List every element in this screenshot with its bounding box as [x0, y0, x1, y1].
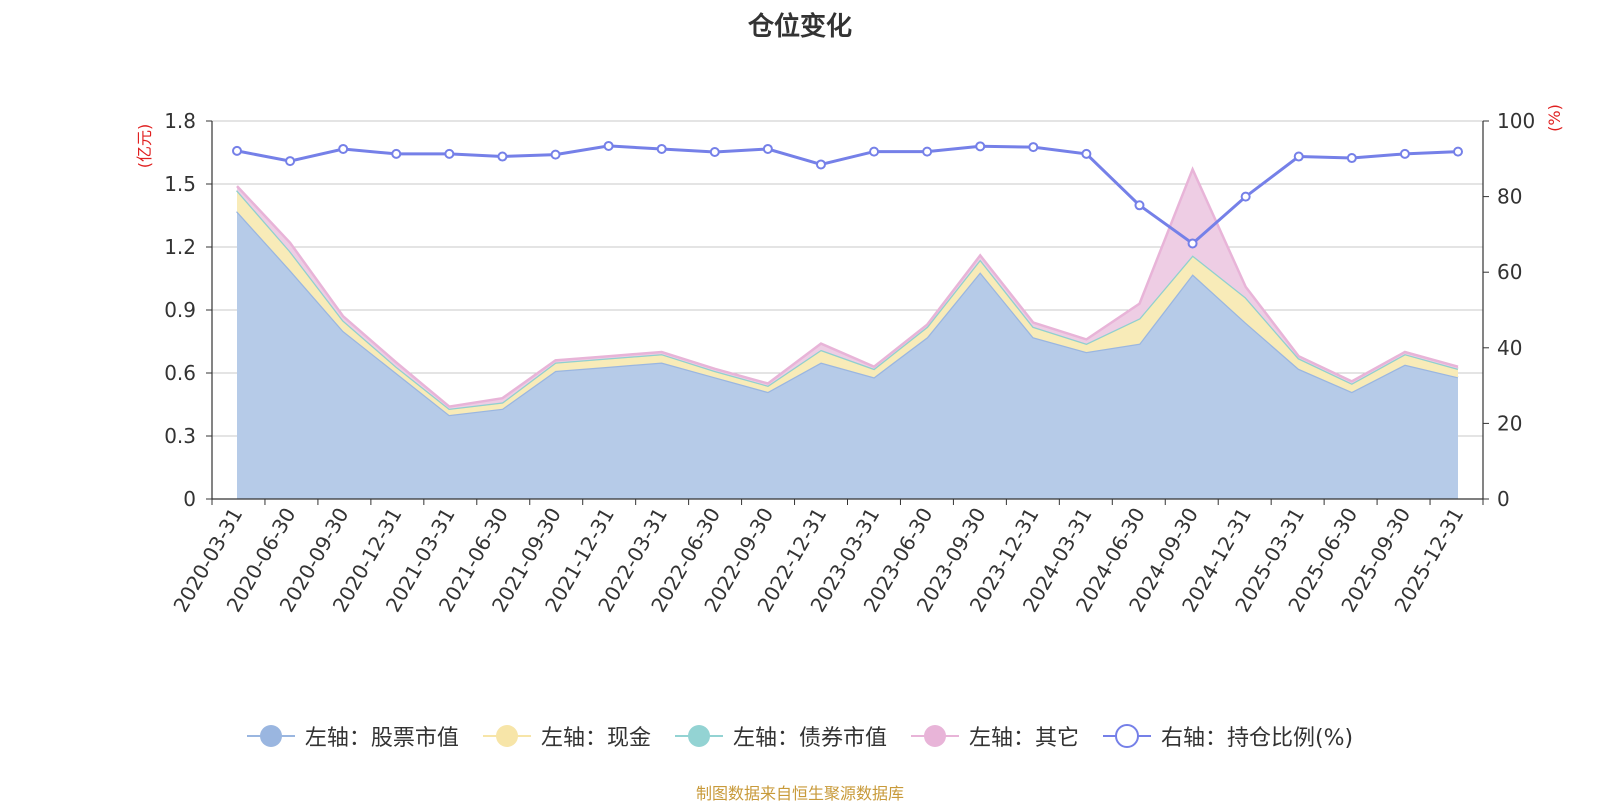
legend-label: 左轴：现金 [540, 726, 651, 751]
ratio-line-path [236, 144, 1459, 246]
right-tick-label: 60 [1497, 260, 1522, 284]
legend-marker-icon [482, 725, 531, 747]
chart-canvas: 00.30.60.91.21.51.80204060801002020-03-3… [135, 104, 1564, 616]
legend-label: 左轴：债券市值 [732, 726, 887, 751]
ratio-point [338, 143, 349, 154]
right-tick-label: 100 [1497, 109, 1535, 133]
ratio-line [232, 140, 1463, 249]
ratio-point [1293, 151, 1304, 162]
left-tick-label: 0.6 [164, 361, 196, 385]
left-tick-label: 1.5 [164, 172, 196, 196]
legend-marker-icon [246, 725, 295, 747]
legend-label: 右轴：持仓比例(%) [1160, 726, 1354, 751]
right-tick-label: 80 [1497, 185, 1522, 209]
ratio-point [1134, 200, 1145, 211]
ratio-point [1399, 148, 1410, 159]
ratio-point [815, 159, 826, 170]
ratio-point [975, 141, 986, 152]
ratio-point [497, 151, 508, 162]
data-source: 制图数据来自恒生聚源数据库 [695, 784, 904, 803]
legend-item[interactable]: 左轴：其它 [910, 720, 1079, 752]
legend-item[interactable]: 左轴：股票市值 [246, 720, 459, 752]
legend-item[interactable]: 左轴：现金 [482, 720, 651, 752]
left-axis-unit: (亿元) [135, 124, 154, 169]
ratio-point [869, 146, 880, 157]
ratio-point [709, 146, 720, 157]
ratio-point [550, 149, 561, 160]
right-tick-label: 20 [1497, 411, 1522, 435]
legend-label: 左轴：股票市值 [304, 726, 459, 751]
ratio-point [1240, 191, 1251, 202]
left-tick-label: 0.3 [164, 424, 196, 448]
ratio-point [1453, 146, 1463, 157]
legend-marker-icon [910, 725, 959, 747]
ratio-point [391, 148, 402, 159]
ratio-point [285, 156, 296, 167]
ratio-point [1346, 153, 1357, 164]
legend-item[interactable]: 左轴：债券市值 [674, 720, 887, 752]
left-tick-label: 1.2 [164, 235, 196, 259]
ratio-point [1187, 238, 1198, 249]
legend: 左轴：股票市值 左轴：现金 左轴：债券市值 左轴：其它 右轴：持仓比例(%) [0, 720, 1600, 752]
ratio-point [1028, 142, 1039, 153]
ratio-point [603, 140, 614, 151]
ratio-point [1081, 148, 1092, 159]
area-edge-左轴：其它 [236, 166, 1459, 408]
right-tick-label: 40 [1497, 336, 1522, 360]
stacked-areas [236, 166, 1459, 500]
left-tick-label: 1.8 [164, 109, 196, 133]
legend-item[interactable]: 右轴：持仓比例(%) [1102, 720, 1354, 752]
right-tick-label: 0 [1497, 487, 1510, 511]
legend-marker-icon [1102, 724, 1151, 748]
area-左轴：股票市值 [237, 211, 1458, 500]
right-axis-unit: (%) [1545, 104, 1564, 132]
left-tick-label: 0.9 [164, 298, 196, 322]
ratio-point [656, 143, 667, 154]
legend-marker-icon [674, 725, 723, 747]
left-tick-label: 0 [183, 487, 196, 511]
chart-title: 仓位变化 [747, 12, 852, 42]
ratio-point [762, 143, 773, 154]
legend-label: 左轴：其它 [968, 726, 1079, 751]
ratio-point [444, 148, 455, 159]
ratio-point [922, 146, 933, 157]
ratio-point [232, 145, 242, 156]
